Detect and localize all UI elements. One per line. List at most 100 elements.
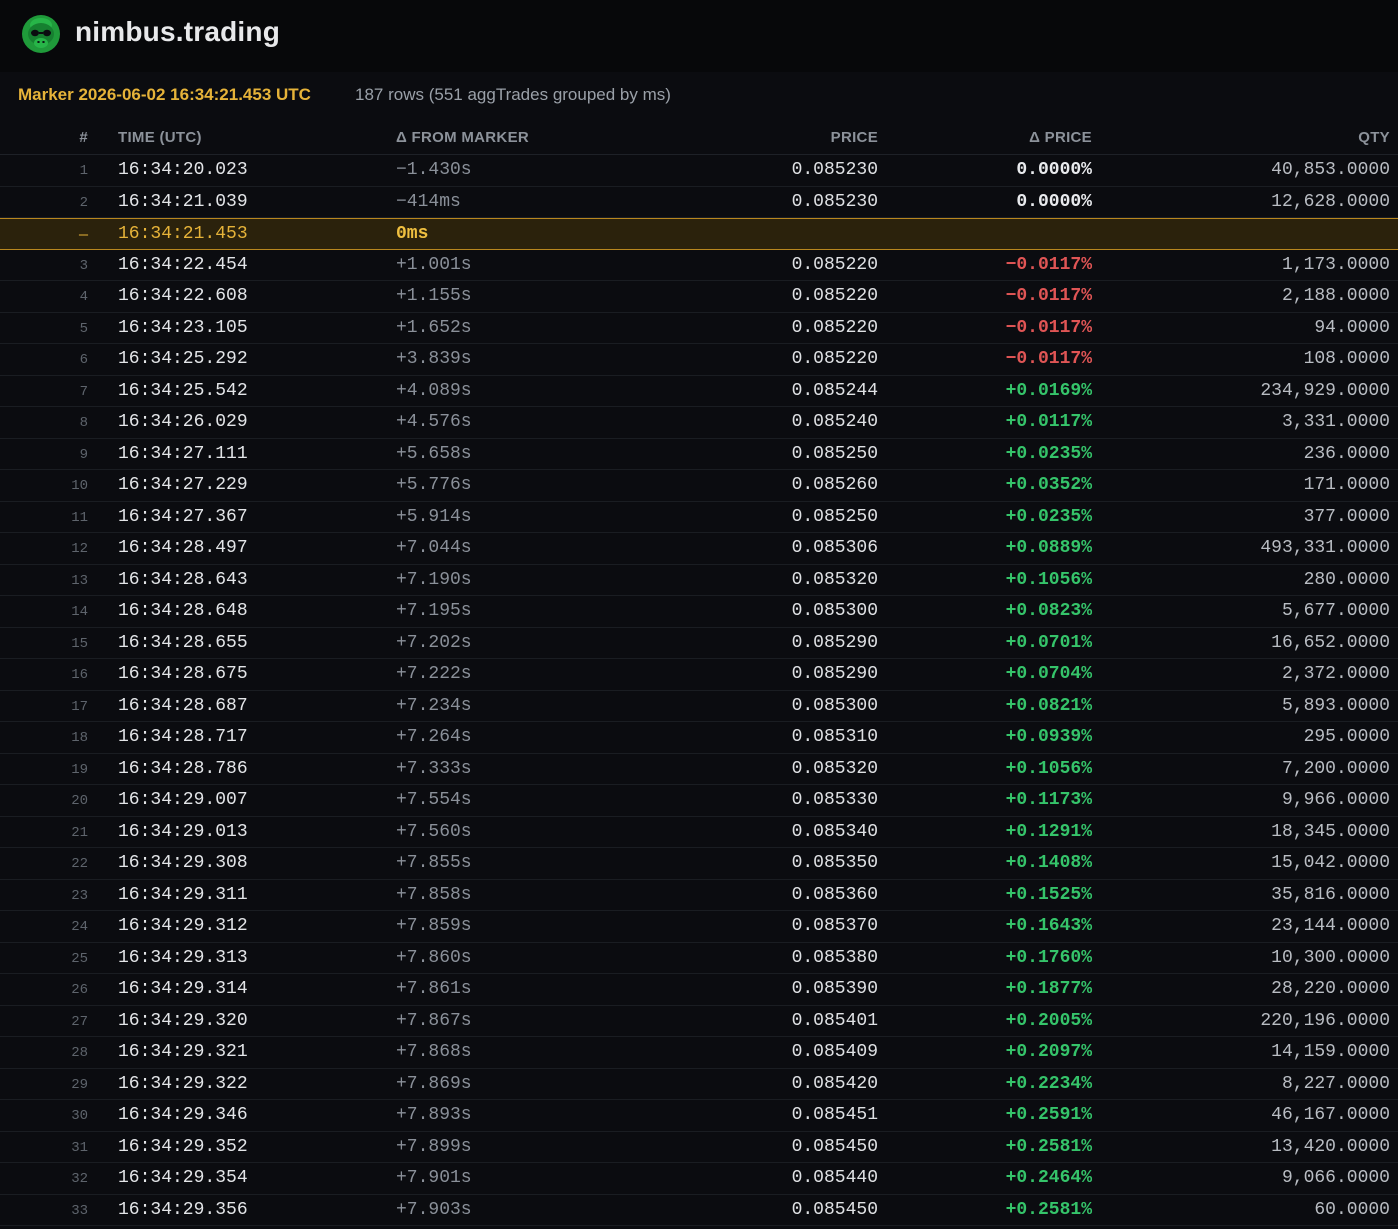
- row-index: 12: [71, 541, 88, 557]
- row-index: 4: [79, 289, 88, 305]
- row-time: 16:34:29.321: [118, 1042, 248, 1062]
- row-index: 9: [79, 446, 88, 463]
- table-row[interactable]: 31 16:34:29.352 +7.899s 0.085450 +0.2581% 13,…: [0, 1132, 1398, 1163]
- row-delta-price: +0.1408%: [1005, 853, 1092, 873]
- table-row[interactable]: 2 16:34:21.039 −414ms 0.085230 0.0000% 12,628…: [0, 187, 1398, 218]
- table-row[interactable]: 27 16:34:29.320 +7.867s 0.085401 +0.2005% 220…: [0, 1006, 1398, 1037]
- row-qty: 14,159.0000: [1271, 1042, 1390, 1062]
- row-time: 16:34:29.007: [118, 790, 248, 810]
- table-row[interactable]: 23 16:34:29.311 +7.858s 0.085360 +0.1525% 35,…: [0, 880, 1398, 911]
- table-row[interactable]: 18 16:34:28.717 +7.264s 0.085310 +0.0939% 295…: [0, 722, 1398, 754]
- row-time: 16:34:29.354: [118, 1168, 248, 1188]
- row-price: 0.085244: [791, 380, 878, 401]
- row-time: 16:34:29.312: [118, 916, 248, 936]
- table-row[interactable]: 22 16:34:29.308 +7.855s 0.085350 +0.1408% 15,…: [0, 848, 1398, 880]
- table-row[interactable]: 11 16:34:27.367 +5.914s 0.085250 +0.0235% 377…: [0, 502, 1398, 533]
- row-time: 16:34:29.320: [118, 1010, 248, 1031]
- row-price: 0.085250: [791, 443, 878, 464]
- table-row[interactable]: 26 16:34:29.314 +7.861s 0.085390 +0.1877% 28,…: [0, 974, 1398, 1006]
- row-qty: 5,677.0000: [1281, 601, 1390, 621]
- row-index: 33: [71, 1202, 88, 1219]
- top-bar: nimbus.trading: [0, 0, 1398, 72]
- table-row[interactable]: 20 16:34:29.007 +7.554s 0.085330 +0.1173% 9,9…: [0, 785, 1398, 817]
- row-delta-price: +0.0939%: [1005, 727, 1092, 747]
- table-row[interactable]: 30 16:34:29.346 +7.893s 0.085451 +0.2591% 46,…: [0, 1100, 1398, 1132]
- row-delta-price: +0.1056%: [1005, 569, 1092, 590]
- row-delta-price: +0.2097%: [1005, 1042, 1092, 1062]
- brand-name[interactable]: nimbus.trading: [75, 16, 281, 47]
- table-row[interactable]: 21 16:34:29.013 +7.560s 0.085340 +0.1291% 18,…: [0, 817, 1398, 848]
- row-index: 30: [71, 1108, 88, 1124]
- column-header-time[interactable]: TIME (UTC): [118, 129, 202, 146]
- table-row[interactable]: 13 16:34:28.643 +7.190s 0.085320 +0.1056% 280…: [0, 565, 1398, 596]
- row-qty: 15,042.0000: [1271, 853, 1390, 873]
- row-delta-from-marker: +3.839s: [396, 349, 472, 369]
- table-row[interactable]: 1 16:34:20.023 −1.430s 0.085230 0.0000% 40,85…: [0, 155, 1398, 187]
- table-row[interactable]: 25 16:34:29.313 +7.860s 0.085380 +0.1760% 10,…: [0, 943, 1398, 974]
- row-qty: 13,420.0000: [1271, 1136, 1390, 1157]
- row-delta-price: 0.0000%: [1016, 191, 1092, 212]
- row-delta-from-marker: +4.089s: [396, 380, 472, 401]
- row-delta-price: +0.0352%: [1005, 475, 1092, 495]
- row-delta-price: +0.2581%: [1005, 1199, 1092, 1220]
- table-row[interactable]: 33 16:34:29.356 +7.903s 0.085450 +0.2581% 60.…: [0, 1195, 1398, 1226]
- column-header-delta-price[interactable]: Δ PRICE: [1029, 129, 1092, 146]
- table-row[interactable]: 14 16:34:28.648 +7.195s 0.085300 +0.0823% 5,6…: [0, 596, 1398, 628]
- row-delta-price: +0.1525%: [1005, 884, 1092, 905]
- gorilla-logo-icon[interactable]: [21, 14, 61, 54]
- table-row[interactable]: 29 16:34:29.322 +7.869s 0.085420 +0.2234% 8,2…: [0, 1069, 1398, 1100]
- table-row[interactable]: 6 16:34:25.292 +3.839s 0.085220 −0.0117% 108.…: [0, 344, 1398, 376]
- row-delta-price: +0.1643%: [1005, 916, 1092, 936]
- row-price: 0.085380: [791, 947, 878, 968]
- row-delta-from-marker: +7.861s: [396, 979, 472, 999]
- row-qty: 18,345.0000: [1271, 821, 1390, 842]
- row-index: 20: [71, 793, 88, 809]
- row-qty: 12,628.0000: [1271, 191, 1390, 212]
- table-row[interactable]: 24 16:34:29.312 +7.859s 0.085370 +0.1643% 23,…: [0, 911, 1398, 943]
- table-row[interactable]: 3 16:34:22.454 +1.001s 0.085220 −0.0117% 1,17…: [0, 250, 1398, 281]
- row-price: 0.085250: [791, 506, 878, 527]
- table-row[interactable]: 5 16:34:23.105 +1.652s 0.085220 −0.0117% 94.0…: [0, 313, 1398, 344]
- row-price: 0.085220: [791, 349, 878, 369]
- table-row[interactable]: 10 16:34:27.229 +5.776s 0.085260 +0.0352% 171…: [0, 470, 1398, 502]
- row-index: 21: [71, 824, 88, 841]
- row-index: 11: [71, 509, 88, 526]
- row-index: 24: [71, 919, 88, 935]
- table-row[interactable]: 16 16:34:28.675 +7.222s 0.085290 +0.0704% 2,3…: [0, 659, 1398, 691]
- column-header-price[interactable]: PRICE: [830, 129, 878, 146]
- row-delta-price: +0.1291%: [1005, 821, 1092, 842]
- row-delta-from-marker: +4.576s: [396, 412, 472, 432]
- row-time: 16:34:29.313: [118, 947, 248, 968]
- table-row[interactable]: 28 16:34:29.321 +7.868s 0.085409 +0.2097% 14,…: [0, 1037, 1398, 1069]
- table-row[interactable]: 4 16:34:22.608 +1.155s 0.085220 −0.0117% 2,18…: [0, 281, 1398, 313]
- row-delta-from-marker: +7.190s: [396, 569, 472, 590]
- column-header-index[interactable]: #: [79, 129, 88, 146]
- row-delta-from-marker: +7.867s: [396, 1010, 472, 1031]
- row-index: 29: [71, 1076, 88, 1093]
- row-index: 10: [71, 478, 88, 494]
- row-time: 16:34:27.229: [118, 475, 248, 495]
- row-delta-from-marker: +7.234s: [396, 695, 472, 716]
- table-row[interactable]: 19 16:34:28.786 +7.333s 0.085320 +0.1056% 7,2…: [0, 754, 1398, 785]
- table-row[interactable]: 15 16:34:28.655 +7.202s 0.085290 +0.0701% 16,…: [0, 628, 1398, 659]
- row-delta-price: +0.2591%: [1005, 1105, 1092, 1125]
- row-price: 0.085340: [791, 821, 878, 842]
- table-row[interactable]: 7 16:34:25.542 +4.089s 0.085244 +0.0169% 234,…: [0, 376, 1398, 407]
- row-qty: 5,893.0000: [1281, 695, 1390, 716]
- row-price: 0.085360: [791, 884, 878, 905]
- row-delta-from-marker: 0ms: [396, 224, 429, 244]
- table-row[interactable]: 32 16:34:29.354 +7.901s 0.085440 +0.2464% 9,0…: [0, 1163, 1398, 1195]
- table-row[interactable]: 8 16:34:26.029 +4.576s 0.085240 +0.0117% 3,33…: [0, 407, 1398, 439]
- marker-row[interactable]: — 16:34:21.453 0ms: [0, 218, 1398, 250]
- column-header-delta-from-marker[interactable]: Δ FROM MARKER: [396, 129, 530, 146]
- row-delta-price: +0.0701%: [1005, 632, 1092, 653]
- column-header-qty[interactable]: QTY: [1358, 129, 1390, 146]
- table-row[interactable]: 12 16:34:28.497 +7.044s 0.085306 +0.0889% 493…: [0, 533, 1398, 565]
- row-delta-from-marker: +1.001s: [396, 254, 472, 275]
- row-qty: 236.0000: [1303, 443, 1390, 464]
- table-row[interactable]: 17 16:34:28.687 +7.234s 0.085300 +0.0821% 5,8…: [0, 691, 1398, 722]
- table-header: # TIME (UTC) Δ FROM MARKER PRICE Δ PRICE…: [0, 118, 1398, 155]
- table-row[interactable]: 9 16:34:27.111 +5.658s 0.085250 +0.0235% 236.…: [0, 439, 1398, 470]
- row-delta-price: +0.0821%: [1005, 695, 1092, 716]
- row-delta-from-marker: +5.914s: [396, 506, 472, 527]
